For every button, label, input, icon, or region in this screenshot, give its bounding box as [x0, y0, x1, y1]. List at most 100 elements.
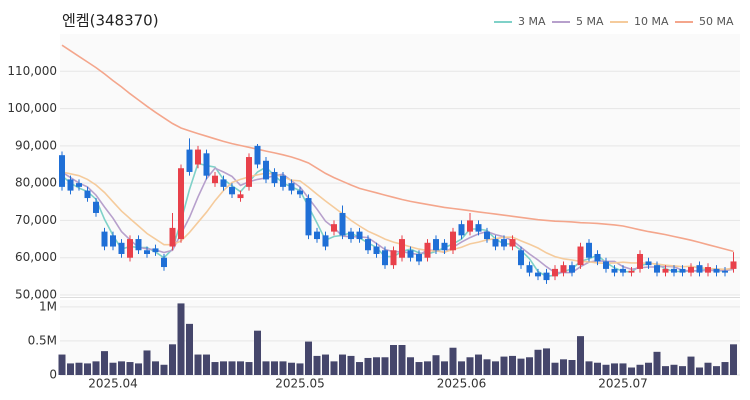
- candle-body: [382, 250, 388, 266]
- candle-body: [518, 250, 524, 266]
- candle-body: [67, 179, 74, 191]
- candle-body: [569, 265, 575, 273]
- volume-bar: [636, 364, 644, 375]
- volume-bar: [594, 362, 601, 375]
- candle-body: [679, 268, 686, 273]
- candle-body: [110, 235, 116, 247]
- candle-body: [628, 270, 635, 273]
- volume-bar: [262, 361, 270, 375]
- candle-body: [662, 268, 669, 273]
- candle-body: [416, 253, 422, 262]
- candle-body: [705, 267, 711, 273]
- candle-body: [220, 179, 227, 187]
- volume-bar: [492, 361, 499, 375]
- legend: 3 MA 5 MA 10 MA 50 MA: [494, 15, 734, 28]
- y-tick-label: 50,000: [15, 288, 57, 302]
- candle-body: [186, 149, 193, 172]
- candle-body: [526, 265, 533, 273]
- volume-bar: [730, 344, 737, 375]
- candle-body: [203, 153, 210, 176]
- candle-body: [407, 250, 414, 258]
- candle-body: [475, 224, 482, 232]
- volume-bar: [143, 350, 151, 375]
- candle-body: [535, 272, 541, 277]
- volume-bar: [305, 341, 312, 375]
- volume-bar: [118, 361, 125, 375]
- volume-bar: [662, 366, 669, 375]
- volume-bar: [186, 323, 193, 375]
- candle-body: [127, 239, 133, 258]
- x-tick-label: 2025.06: [437, 377, 487, 391]
- volume-bar: [373, 357, 380, 375]
- candle-body: [263, 160, 269, 180]
- volume-bar: [509, 355, 516, 375]
- volume-bar: [679, 366, 686, 375]
- volume-bar: [568, 360, 576, 375]
- candle-body: [620, 268, 626, 273]
- y-tick-label: 90,000: [15, 138, 57, 152]
- volume-bar: [347, 355, 355, 375]
- ma-line: [61, 167, 734, 274]
- volume-bar: [152, 361, 159, 375]
- candle-body: [76, 183, 82, 187]
- volume-bar: [177, 303, 185, 375]
- volume-bar: [424, 361, 431, 375]
- volume-bar: [84, 363, 91, 375]
- volume-bar: [458, 361, 465, 375]
- volume-bar: [585, 361, 593, 375]
- volume-bar: [160, 364, 168, 375]
- candle-body: [161, 257, 167, 268]
- volume-bar: [92, 361, 100, 375]
- volume-bar: [645, 362, 652, 375]
- y-tick-label: 110,000: [7, 64, 57, 78]
- y-tick-label: 80,000: [15, 176, 57, 190]
- candle-body: [424, 242, 431, 258]
- legend-label: 10 MA: [634, 15, 669, 28]
- candle-body: [433, 239, 439, 251]
- volume-bar: [713, 366, 720, 375]
- volume-bar: [475, 354, 482, 375]
- candle-body: [297, 190, 303, 195]
- candle-body: [135, 239, 142, 251]
- y-tick-label: 100,000: [7, 101, 57, 115]
- candle-body: [688, 267, 694, 273]
- volume-bar: [296, 363, 304, 375]
- volume-bar: [169, 344, 176, 375]
- volume-bar: [551, 362, 559, 375]
- y-tick-label: 1M: [39, 299, 57, 313]
- candle-body: [280, 175, 286, 187]
- candle-body: [144, 250, 150, 254]
- candle-body: [577, 246, 584, 266]
- candle-body: [501, 239, 507, 247]
- candle-body: [237, 194, 244, 199]
- volume-bar: [75, 362, 83, 375]
- volume-bar: [721, 362, 729, 375]
- candle-body: [339, 212, 346, 236]
- volume-bar: [339, 354, 346, 375]
- candle-body: [730, 261, 737, 269]
- candle-body: [348, 231, 354, 240]
- candle-body: [195, 149, 201, 165]
- candle-body: [586, 242, 592, 258]
- volume-bar: [211, 362, 219, 375]
- volume-bar: [500, 356, 508, 375]
- volume-bar: [126, 362, 134, 375]
- volume-bar: [381, 357, 389, 375]
- candle-body: [59, 155, 65, 187]
- candle-body: [101, 231, 108, 247]
- volume-bar: [194, 354, 202, 375]
- candle-body: [509, 239, 516, 247]
- candle-body: [390, 250, 397, 266]
- y-tick-label: 0.5M: [28, 333, 57, 347]
- y-tick-label: 70,000: [15, 213, 57, 227]
- volume-bar: [687, 356, 695, 375]
- volume-bar: [466, 357, 474, 375]
- volume-bar: [696, 367, 703, 375]
- volume-bar: [322, 354, 329, 375]
- candle-body: [696, 265, 703, 273]
- volume-bar: [441, 361, 448, 375]
- x-tick-label: 2025.04: [88, 377, 138, 391]
- candle-body: [552, 268, 558, 277]
- volume-bar: [356, 362, 363, 375]
